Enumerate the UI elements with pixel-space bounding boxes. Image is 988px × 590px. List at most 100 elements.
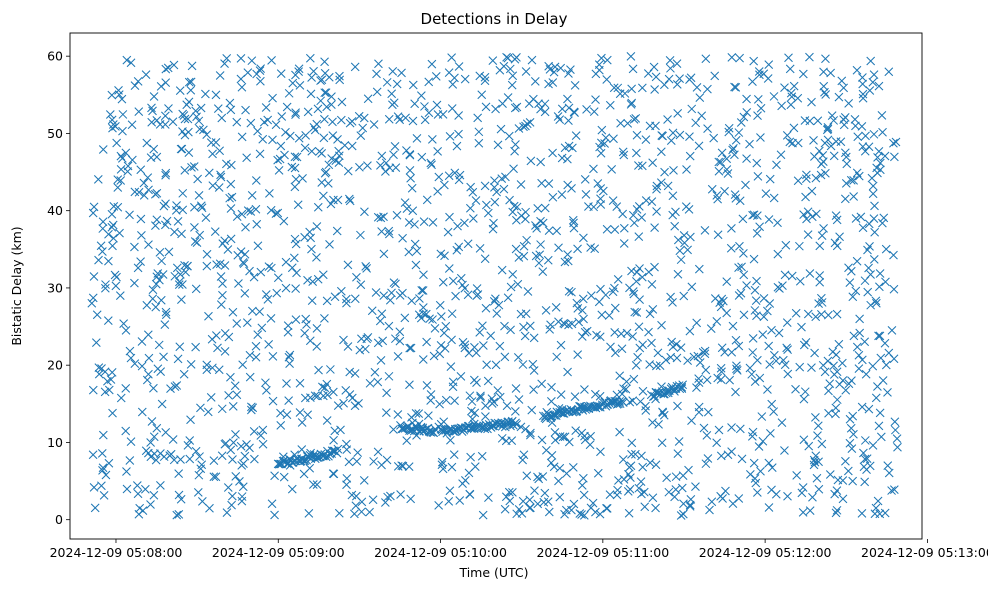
data-point [504,487,514,497]
data-point [543,255,553,265]
data-point [456,371,466,381]
data-point [320,88,330,98]
data-point [783,369,793,379]
data-point [247,190,257,200]
data-point [241,222,250,232]
data-point [579,510,589,520]
data-point [342,480,351,490]
data-point [169,60,179,70]
data-point [805,52,814,62]
data-point [610,283,619,293]
data-point [88,450,98,460]
data-point [677,382,687,392]
data-point [267,499,277,509]
data-point [300,143,310,153]
data-point [295,378,305,388]
data-point [668,128,678,138]
data-point [481,102,491,112]
data-point [824,408,833,418]
data-point [692,318,702,328]
data-point [540,203,550,213]
data-point [240,451,250,461]
data-point [672,339,681,349]
data-point [297,445,307,454]
data-point [380,498,390,507]
data-point [519,241,529,251]
data-point [544,507,554,517]
data-point [481,401,490,411]
data-point [183,440,193,450]
data-point [817,231,827,241]
data-point [287,162,297,172]
data-point [292,268,301,278]
data-point [551,302,561,312]
data-point [454,111,464,120]
data-point [863,287,873,297]
data-point [619,384,628,393]
data-point [88,293,98,303]
data-point [312,253,321,262]
data-point [604,311,614,320]
data-point [268,351,278,361]
data-point [370,367,380,377]
data-point [694,264,704,274]
data-point [481,303,491,313]
data-point [701,365,711,375]
data-point [211,90,221,100]
data-point [701,54,711,64]
data-point [160,120,170,129]
data-point [298,174,307,183]
data-point [533,499,543,509]
data-point [813,431,822,441]
data-point [175,86,185,95]
data-point [631,114,641,123]
data-point [378,336,388,346]
data-point [93,175,103,184]
data-point [369,120,379,129]
data-point [178,205,188,215]
data-point [590,244,600,254]
data-point [234,279,243,288]
data-point [91,338,101,348]
data-point [135,503,145,513]
data-point [516,180,526,189]
data-point [261,290,271,299]
data-point [297,418,307,427]
data-point [328,469,338,479]
data-point [246,118,256,128]
data-point [676,255,686,265]
data-point [443,227,453,237]
data-point [505,64,515,74]
data-point [617,397,627,406]
data-point [147,117,157,127]
data-point [491,294,500,304]
data-point [419,270,428,280]
data-point [651,503,660,513]
data-point [130,81,140,90]
data-point [473,290,483,299]
data-point [752,158,762,168]
data-point [148,106,157,116]
data-point [377,460,386,470]
data-point [685,326,695,336]
data-point [335,75,345,85]
data-point [667,337,677,347]
data-point [398,424,408,433]
data-point [331,156,341,165]
data-point [854,350,864,360]
data-point [636,477,646,486]
data-point [127,120,137,130]
data-point [832,505,842,515]
data-point [148,285,158,295]
data-point [352,272,361,282]
data-point [541,306,551,315]
data-point [98,247,107,256]
data-point [869,129,879,139]
data-point [727,447,736,457]
data-point [854,171,864,181]
data-point [208,149,217,159]
data-point [869,70,879,80]
data-point [168,117,178,127]
data-point [878,127,887,137]
data-point [753,355,762,365]
